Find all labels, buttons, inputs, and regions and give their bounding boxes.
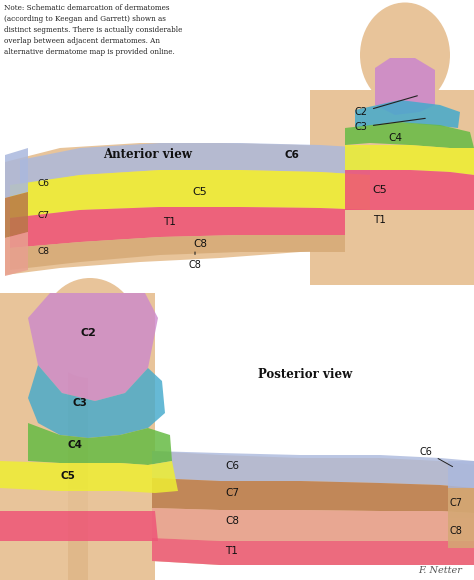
Text: C7: C7 [450, 498, 463, 508]
Polygon shape [375, 58, 435, 115]
Text: C6: C6 [420, 447, 453, 467]
Polygon shape [345, 145, 474, 175]
Polygon shape [152, 538, 474, 565]
Text: C3: C3 [73, 398, 87, 408]
Text: C2: C2 [355, 96, 417, 117]
Polygon shape [68, 293, 88, 580]
Text: C4: C4 [67, 440, 82, 450]
Text: C7: C7 [225, 488, 239, 498]
Text: C8: C8 [189, 252, 201, 270]
Text: C8: C8 [225, 516, 239, 526]
Text: C5: C5 [192, 187, 207, 197]
Text: Posterior view: Posterior view [258, 368, 352, 381]
Polygon shape [345, 122, 474, 148]
Text: Note: Schematic demarcation of dermatomes
(according to Keegan and Garrett) show: Note: Schematic demarcation of dermatome… [4, 4, 182, 56]
Polygon shape [5, 148, 28, 198]
Polygon shape [0, 293, 155, 580]
Polygon shape [152, 478, 474, 513]
Polygon shape [448, 518, 474, 548]
Polygon shape [10, 170, 370, 218]
Text: C5: C5 [373, 185, 387, 195]
Polygon shape [152, 451, 474, 565]
Polygon shape [28, 293, 158, 401]
Polygon shape [5, 143, 370, 275]
Text: C7: C7 [38, 211, 50, 219]
Text: C3: C3 [355, 118, 425, 132]
Text: T1: T1 [374, 215, 386, 225]
Polygon shape [355, 100, 460, 128]
Polygon shape [0, 461, 178, 493]
Polygon shape [5, 232, 28, 276]
Text: T1: T1 [164, 217, 176, 227]
Polygon shape [152, 508, 474, 541]
Polygon shape [10, 207, 370, 248]
Text: Anterior view: Anterior view [103, 148, 192, 161]
Text: C2: C2 [80, 328, 96, 338]
Ellipse shape [360, 2, 450, 107]
Polygon shape [345, 170, 474, 210]
Polygon shape [448, 461, 474, 488]
Text: C5: C5 [61, 471, 75, 481]
Polygon shape [0, 511, 158, 541]
Polygon shape [0, 488, 180, 511]
Polygon shape [448, 488, 474, 518]
Text: C6: C6 [38, 179, 50, 187]
Text: C8: C8 [38, 248, 50, 256]
Text: T1: T1 [225, 546, 238, 556]
Polygon shape [28, 423, 172, 465]
Text: C8: C8 [450, 526, 463, 536]
Polygon shape [360, 95, 450, 140]
Polygon shape [0, 293, 474, 580]
Polygon shape [5, 192, 28, 238]
Polygon shape [20, 143, 370, 185]
Ellipse shape [43, 278, 137, 378]
Text: C6: C6 [285, 150, 300, 160]
Polygon shape [345, 210, 474, 285]
Text: C6: C6 [225, 461, 239, 471]
Text: F. Netter: F. Netter [418, 566, 462, 575]
Polygon shape [28, 365, 165, 438]
Polygon shape [152, 451, 474, 488]
Polygon shape [10, 235, 370, 270]
Text: C8: C8 [193, 239, 207, 249]
Polygon shape [310, 90, 474, 285]
Text: C4: C4 [388, 133, 402, 143]
